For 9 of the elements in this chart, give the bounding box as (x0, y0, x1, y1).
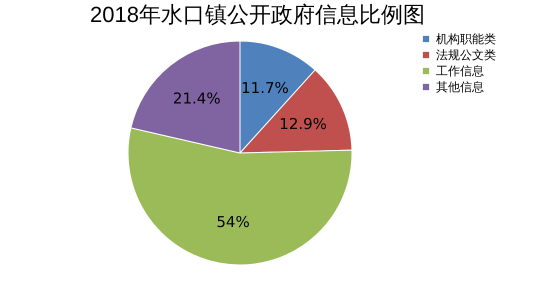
chart-title: 2018年水口镇公开政府信息比例图 (90, 2, 425, 27)
data-label: 12.9% (279, 115, 327, 134)
legend-label: 法规公文类 (436, 48, 496, 62)
legend-label: 其他信息 (436, 80, 484, 94)
data-label: 21.4% (172, 90, 221, 108)
data-label: 54% (216, 213, 250, 232)
legend-label: 机构职能类 (436, 32, 496, 46)
legend-label: 工作信息 (436, 64, 484, 78)
data-label: 11.7% (241, 79, 289, 98)
